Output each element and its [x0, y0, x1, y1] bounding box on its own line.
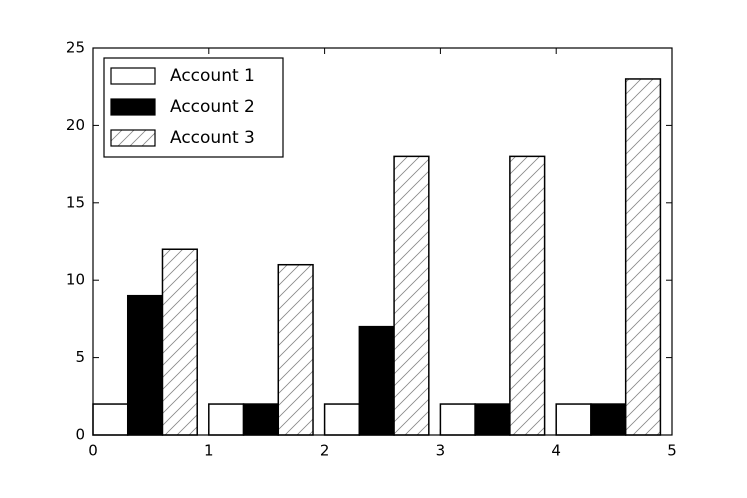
y-tick-label: 20 [66, 116, 85, 134]
bar [509, 155, 546, 436]
y-tick-label: 0 [75, 426, 85, 444]
legend-label: Account 3 [170, 128, 255, 148]
x-tick-label: 0 [88, 442, 98, 460]
bar [555, 403, 592, 436]
bar [92, 403, 129, 436]
y-tick-label: 15 [66, 193, 85, 211]
bar [439, 403, 476, 436]
bar [242, 403, 280, 436]
x-tick-label: 3 [436, 442, 446, 460]
legend-label: Account 1 [170, 66, 255, 86]
bar [590, 403, 627, 436]
x-tick-label: 1 [204, 442, 214, 460]
legend-swatch [110, 98, 156, 116]
bar [161, 248, 198, 436]
y-tick-label: 5 [75, 348, 85, 366]
plot-frame [92, 47, 673, 436]
bar [208, 403, 245, 436]
y-tick-label: 10 [66, 271, 85, 289]
legend: Account 1 Account 2 Account 3 [103, 57, 284, 158]
bar [624, 78, 662, 436]
bar [474, 403, 511, 436]
bar [323, 403, 361, 436]
legend-label: Account 2 [170, 97, 255, 117]
bar [277, 263, 314, 436]
legend-swatch [110, 129, 156, 147]
x-tick-label: 2 [320, 442, 330, 460]
y-tick-label: 25 [66, 39, 85, 57]
legend-swatch [110, 67, 156, 85]
bar [393, 155, 430, 436]
x-tick-label: 4 [551, 442, 561, 460]
bar [126, 294, 164, 436]
x-tick-label: 5 [667, 442, 677, 460]
bar [358, 325, 395, 436]
